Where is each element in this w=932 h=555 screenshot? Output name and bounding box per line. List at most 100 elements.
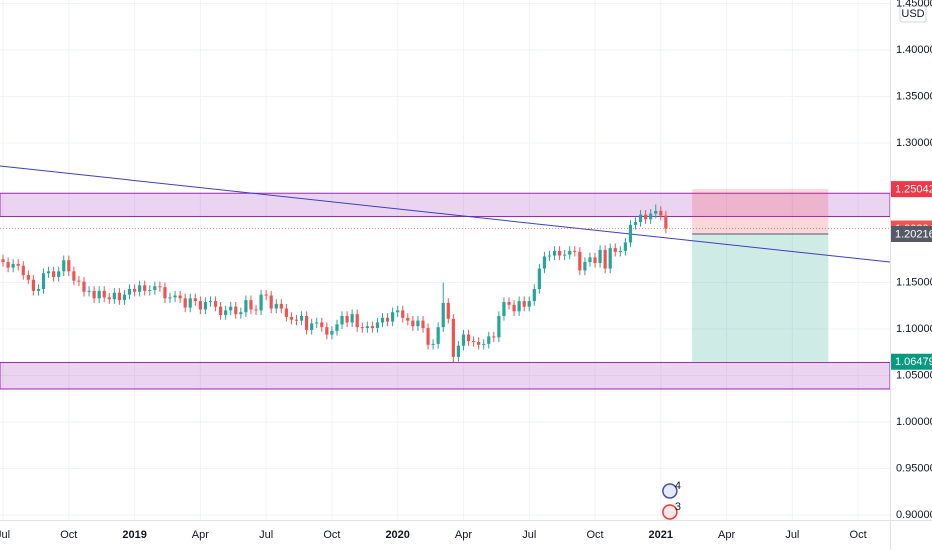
x-tick-label: Oct [586,529,603,541]
candle-body [21,265,25,276]
price-label-box [891,353,932,370]
candle-body [117,292,122,301]
candle-body [593,257,597,263]
trendline [0,165,890,263]
candle-body [315,322,319,324]
currency-label: USD [901,8,924,20]
candle-body [1,259,5,263]
candle-body [138,285,142,292]
candle-body [148,289,152,291]
candle-body [254,309,258,311]
candle-body [112,292,116,300]
candle-body [330,330,334,335]
y-tick-label: 1.45000 [896,0,932,9]
candle-body [659,210,663,216]
candle-body [426,328,430,345]
candle-body [396,310,400,313]
candle-body [153,286,157,290]
candle-body [608,248,612,269]
candle-body [532,289,536,302]
candle-body [46,271,51,274]
x-tick-label: 2021 [649,529,673,541]
candle-body [441,302,445,328]
candle-body [72,271,76,281]
candle-body [497,315,501,338]
event-icon [662,504,678,520]
candle-body [411,320,415,327]
candle-body [203,302,208,310]
candle-body [421,320,425,329]
candle-body [558,250,562,256]
x-tick-label: Oct [60,529,77,541]
candle-body [239,312,243,315]
candle-body [649,213,653,220]
x-tick-label: Jul [785,529,799,541]
candle-body [102,290,106,298]
y-tick-label: 0.95000 [896,462,932,474]
candle-body [294,319,299,321]
y-tick-label: 1.30000 [896,137,932,149]
event-count: 4 [675,480,681,492]
candle-body [41,273,46,290]
event-count: 3 [675,501,681,513]
zone [0,361,890,390]
price-label: 1.20216 [895,228,932,240]
y-tick-label: 1.10000 [896,323,932,335]
candle-body [26,275,30,280]
x-tick-label: Jul [259,529,273,541]
candle-body [183,298,187,308]
x-tick-label: Apr [455,529,472,541]
candle-body [350,314,354,323]
candle-body [16,263,20,266]
x-tick-label: Jul [522,529,536,541]
candle-body [299,315,304,321]
price-label-box [891,181,932,198]
candle-body [527,301,531,307]
candle-body [193,298,197,302]
candle-body [224,310,228,316]
y-tick-label: 1.35000 [896,90,932,102]
candle-body [122,294,127,301]
candle-body [360,327,364,329]
candle-body [598,249,602,263]
candle-body [249,300,253,310]
candle-body [178,295,182,299]
candle-body [168,297,172,299]
candle-body [345,315,349,323]
candle-body [305,315,309,330]
candle-body [638,214,643,223]
candle-body [563,254,567,256]
candle-body [87,290,91,292]
candle-body [82,281,86,292]
price-label: 1.25042 [895,184,932,196]
candle-body [310,323,314,330]
price-label: 1.06479 [895,356,932,368]
x-tick-label: Apr [192,529,209,541]
candle-body [67,260,71,272]
candle-body [618,250,622,252]
candle-body [644,214,648,220]
candle-body [284,308,288,317]
candle-body [62,260,66,272]
candle-body [163,287,167,299]
candle-body [542,256,547,269]
candle-body [487,336,491,344]
candle-body [633,222,638,225]
candle-body [208,301,213,303]
candle-body [613,248,617,252]
candle-body [416,320,420,327]
candle-body [451,318,455,357]
candle-body [446,302,450,319]
x-tick-label: Oct [323,529,340,541]
candle-body [547,255,552,257]
candle-body [264,294,268,296]
y-tick-label: 1.05000 [896,369,932,381]
candle-body [213,301,218,307]
y-tick-label: 1.15000 [896,276,932,288]
x-tick-label: Oct [850,529,867,541]
x-tick-label: 2019 [122,529,146,541]
x-tick-label: Jul [0,529,10,541]
candle-body [603,249,607,269]
